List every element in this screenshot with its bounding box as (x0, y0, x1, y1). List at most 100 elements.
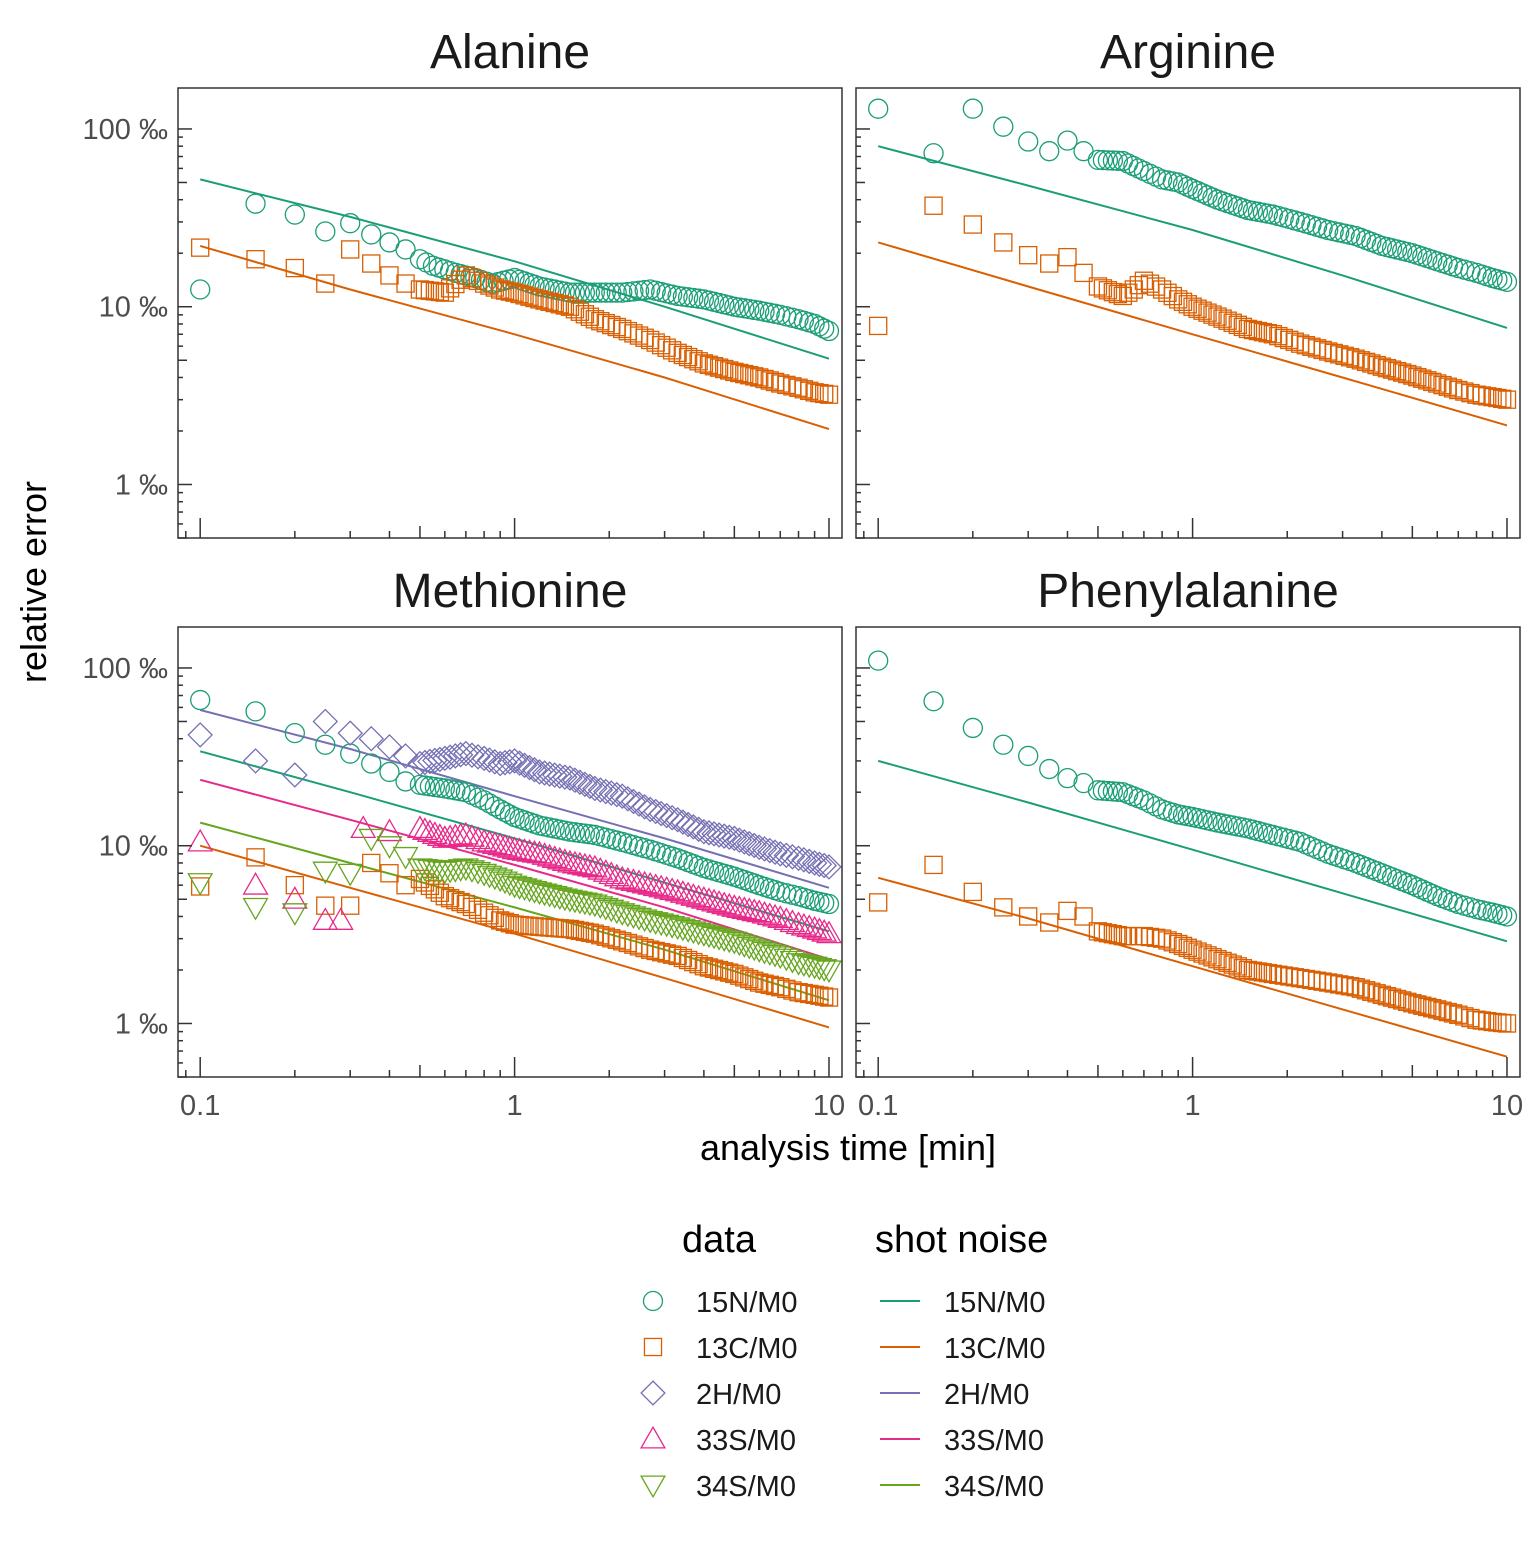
data-point (1269, 965, 1288, 984)
data-point (190, 877, 210, 896)
data-point (1449, 380, 1468, 400)
data-point (685, 816, 712, 843)
data-point (1248, 321, 1268, 341)
data-point (924, 855, 943, 875)
legend-row-13c-m0: 13C/M0 13C/M0 (643, 1333, 1046, 1365)
data-point (805, 985, 824, 1005)
data-point (617, 281, 638, 303)
data-point (591, 926, 610, 945)
data-point (1280, 330, 1299, 350)
data-point (582, 775, 608, 802)
data-point (701, 821, 727, 847)
data-point (642, 912, 669, 935)
data-point (593, 778, 619, 805)
data-point (284, 204, 305, 225)
data-point (1248, 962, 1268, 981)
data-point (711, 823, 737, 849)
data-point (1238, 319, 1258, 339)
legend-key-data-34s-m0 (640, 1475, 666, 1499)
data-point (1340, 348, 1360, 367)
data-point (673, 948, 693, 968)
data-point (465, 743, 491, 770)
data-point (818, 893, 840, 915)
data-point (521, 756, 548, 783)
data-point (577, 773, 603, 800)
data-point (246, 250, 265, 269)
data-point (487, 869, 514, 893)
data-point (1488, 388, 1507, 408)
data-point (1392, 363, 1412, 382)
data-point (480, 906, 499, 925)
data-point (1356, 981, 1376, 1000)
data-point (491, 911, 510, 930)
data-point (1228, 315, 1247, 335)
data-point (1193, 301, 1212, 320)
shot-noise-line-15n-m0 (199, 178, 830, 360)
data-point (1198, 303, 1217, 322)
data-point (1183, 297, 1202, 316)
data-point (474, 903, 494, 922)
shot-noise-line-13c-m0 (877, 876, 1508, 1058)
data-point (1351, 351, 1371, 370)
data-point (1449, 1005, 1468, 1024)
data-point (1346, 349, 1365, 368)
data-point (694, 957, 714, 976)
data-point (1108, 925, 1128, 945)
data-point (396, 875, 415, 895)
data-point (923, 691, 944, 712)
data-point (501, 836, 528, 860)
data-point (1428, 1000, 1447, 1019)
legend-label-shot-noise: 34S/M0 (944, 1471, 1044, 1503)
data-point (546, 887, 573, 910)
data-point (1285, 968, 1304, 987)
data-point (570, 921, 590, 941)
x-axis-title: analysis time [min] (700, 1127, 996, 1168)
data-point (806, 851, 833, 878)
data-point (646, 941, 665, 961)
data-point (720, 963, 739, 982)
data-point (651, 335, 671, 355)
data-point (362, 853, 381, 873)
data-point (771, 374, 790, 393)
data-point (591, 312, 610, 331)
data-point (1172, 174, 1194, 195)
data-point (479, 793, 500, 814)
data-point (814, 318, 835, 339)
data-point (595, 282, 616, 303)
data-point (628, 280, 650, 301)
data-point (380, 266, 399, 285)
data-point (696, 819, 722, 846)
data-point (496, 748, 523, 775)
data-point (316, 896, 335, 915)
data-point (694, 354, 714, 373)
data-point (1203, 948, 1222, 967)
data-point (361, 224, 382, 245)
panel-methionine: Methionine 1 ‰ 10 ‰ 100 ‰ 0.1 1 10 (83, 565, 846, 1122)
data-point (811, 918, 838, 942)
data-point (1087, 780, 1109, 801)
data-series-15n-m0 (868, 98, 1518, 293)
panel-arginine: Arginine (855, 26, 1521, 539)
data-point (1478, 1012, 1497, 1031)
data-point (506, 750, 533, 776)
data-point (515, 286, 534, 305)
data-point (545, 918, 564, 938)
data-point (1335, 346, 1354, 366)
data-series-15n-m0 (190, 689, 840, 915)
data-point (868, 650, 889, 671)
data-point (598, 780, 625, 806)
data-point (567, 769, 593, 796)
data-point (1123, 155, 1144, 177)
data-point (190, 279, 211, 300)
data-point (1057, 130, 1078, 151)
data-point (678, 347, 698, 367)
data-point (809, 316, 830, 337)
data-point (711, 929, 738, 952)
data-point (1152, 929, 1172, 948)
data-point (684, 952, 703, 972)
shot-noise-line-13c-m0 (199, 844, 830, 1029)
data-point (678, 950, 698, 970)
y-tick-label: 10 ‰ (99, 292, 168, 324)
data-point (282, 762, 308, 788)
data-point (392, 743, 419, 769)
